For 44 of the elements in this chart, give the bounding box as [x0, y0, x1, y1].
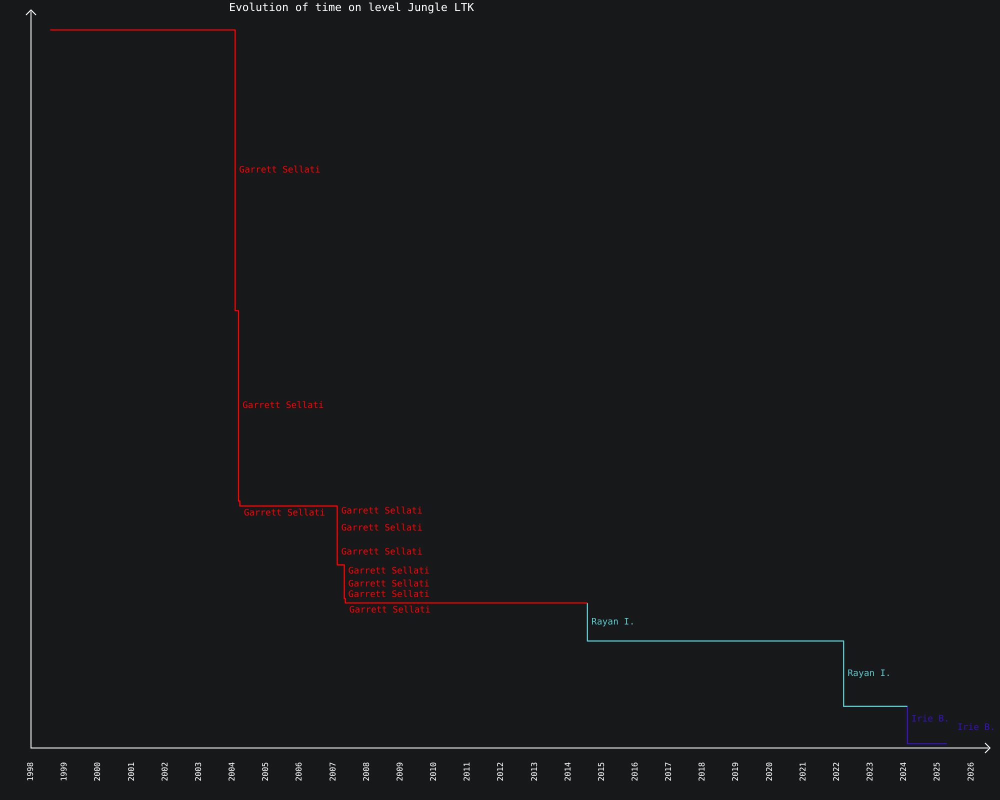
text: Garrett Sellati [242, 401, 324, 412]
series-label: Rayan I. [591, 617, 635, 628]
chart-title: Evolution of time on level Jungle LTK [229, 1, 474, 14]
text: Garrett Sellati [348, 590, 430, 600]
x-tick-label: 2004 [228, 762, 237, 782]
text: Garrett Sellati [348, 566, 430, 576]
text: Irie B. [957, 723, 996, 734]
text: Rayan I. [848, 669, 891, 680]
x-tick-label: 2022 [832, 762, 841, 782]
x-tick-label: 2010 [429, 762, 438, 782]
text: Garrett Sellati [341, 506, 423, 516]
text: Garrett Sellati [341, 548, 423, 558]
x-tick-label: 2023 [866, 762, 875, 782]
x-tick-label: 2025 [932, 762, 942, 782]
text: Garrett Sellati [341, 523, 423, 534]
x-tick-label: 2008 [362, 762, 371, 782]
x-tick-label: 2024 [899, 762, 908, 782]
x-tick-label: 2005 [261, 762, 270, 782]
x-tick-label: 2018 [698, 762, 707, 782]
text: Garrett Sellati [349, 605, 431, 616]
x-tick-label: 2011 [462, 762, 472, 782]
x-tick-label: 2016 [630, 762, 640, 782]
x-tick-label: 2001 [126, 762, 136, 782]
x-tick-label: 1999 [60, 762, 69, 782]
x-tick-label: 2014 [563, 762, 572, 782]
text: Garrett Sellati [348, 579, 430, 590]
series-label: Garrett Sellati [244, 508, 326, 518]
x-tick-label: 2021 [798, 762, 808, 782]
x-tick-label: 2026 [966, 762, 976, 782]
x-tick-label: 2012 [496, 762, 506, 782]
x-tick-label: 2006 [294, 762, 304, 782]
x-tick-label: 2015 [596, 762, 606, 782]
x-tick-label: 2002 [160, 762, 170, 782]
x-tick-label: 2019 [731, 762, 740, 782]
x-tick-label: 2000 [93, 762, 102, 782]
text: Garrett Sellati [239, 166, 320, 176]
x-tick-label: 2003 [194, 762, 203, 782]
x-tick-label: 2017 [664, 762, 674, 782]
x-tick-label: 1998 [26, 762, 36, 782]
x-tick-label: 2007 [328, 762, 338, 782]
x-tick-label: 2020 [764, 762, 774, 782]
series-label: Irie B. [911, 714, 950, 724]
x-tick-label: 2009 [395, 762, 404, 782]
x-tick-label: 2013 [530, 762, 539, 782]
